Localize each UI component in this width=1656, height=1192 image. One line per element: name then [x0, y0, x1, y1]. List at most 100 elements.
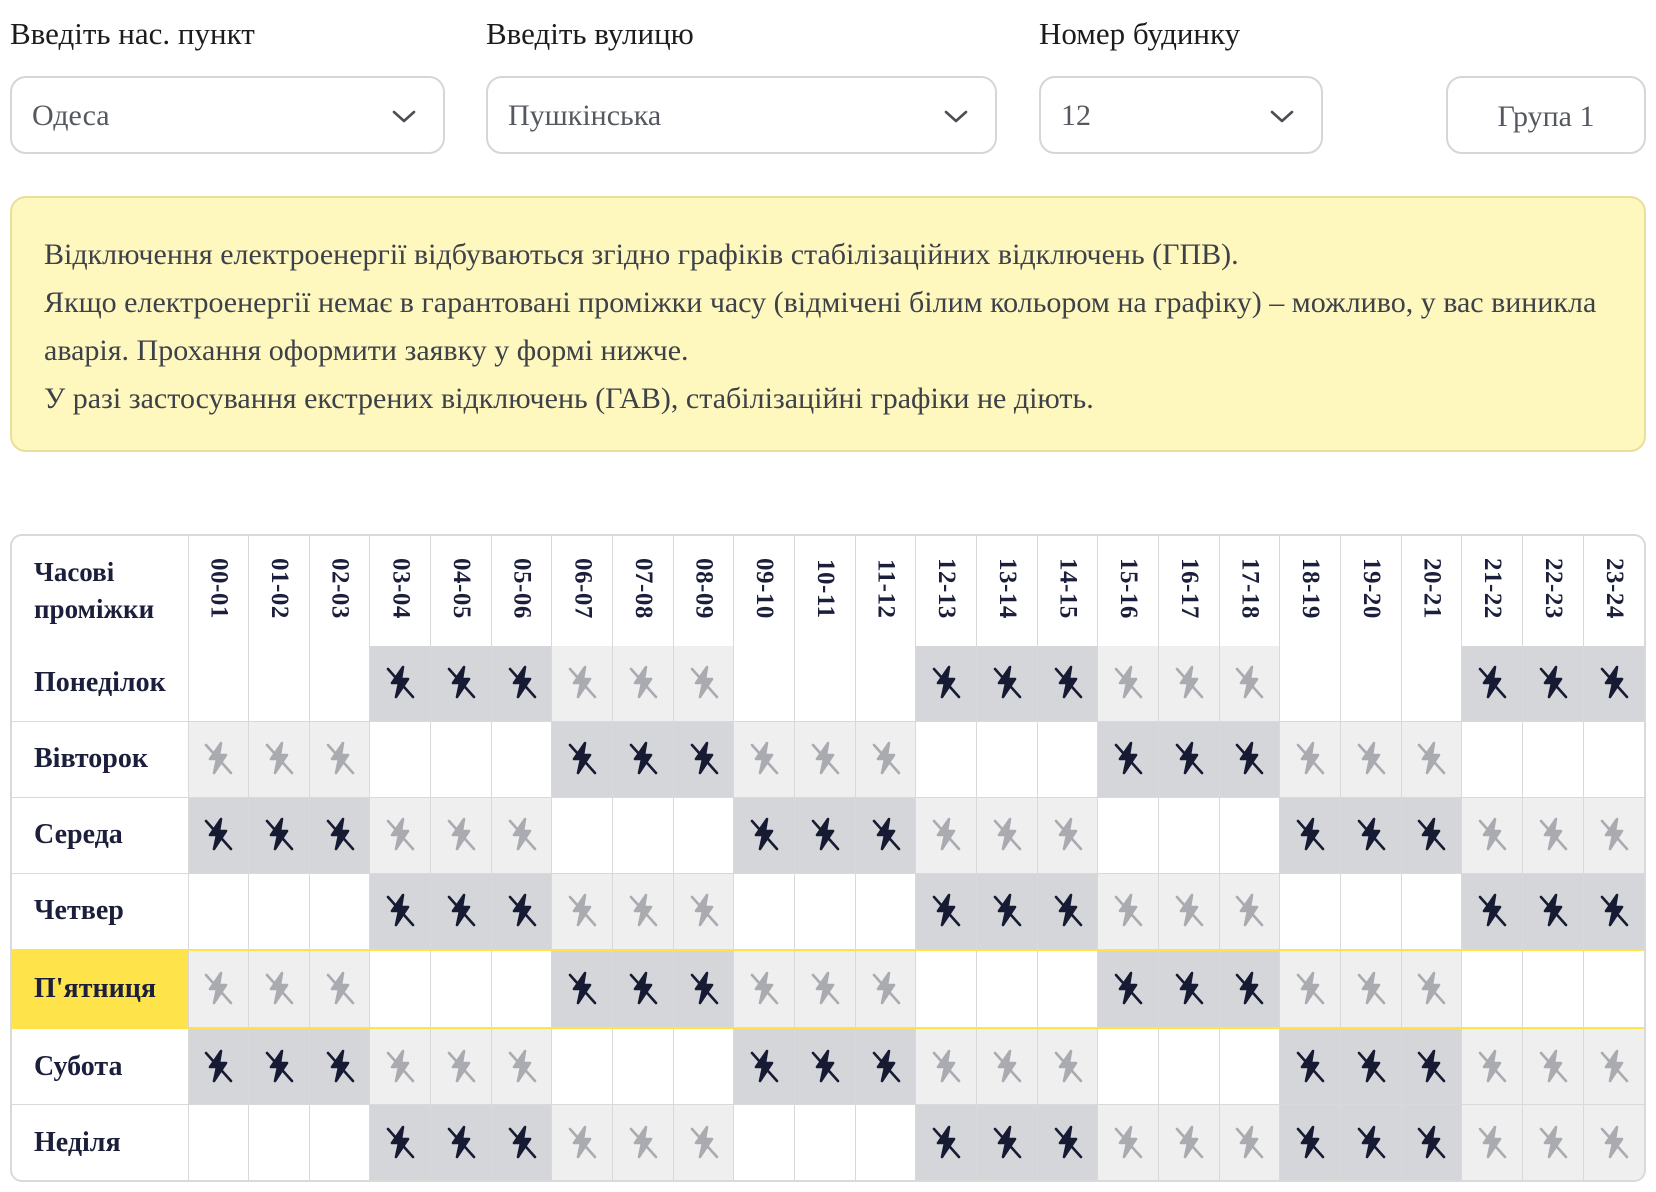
- hour-label: 00-01: [205, 558, 233, 619]
- power-on-cell: [1218, 1027, 1281, 1106]
- power-on-cell: [187, 872, 250, 951]
- power-off-icon: [447, 894, 476, 927]
- hour-header: 05-06: [490, 536, 553, 646]
- power-off-icon: [1600, 894, 1629, 927]
- hour-label: 04-05: [447, 558, 475, 619]
- power-off-icon: [1478, 817, 1507, 851]
- power-off-icon: [326, 1049, 354, 1082]
- power-on-cell: [308, 646, 371, 722]
- outage-possible-cell: [369, 796, 432, 874]
- house-select-value: 12: [1061, 99, 1091, 132]
- power-off-icon: [386, 894, 415, 927]
- outage-definite-cell: [490, 1104, 553, 1180]
- power-off-icon: [508, 894, 536, 927]
- power-on-cell: [248, 646, 310, 722]
- power-on-cell: [1400, 646, 1463, 722]
- city-select[interactable]: Одеса: [10, 76, 445, 154]
- power-off-icon: [1175, 894, 1204, 927]
- outage-definite-cell: [187, 796, 250, 874]
- power-off-icon: [1236, 971, 1264, 1005]
- outage-possible-cell: [551, 872, 614, 951]
- outage-definite-cell: [430, 646, 492, 722]
- hour-header: 01-02: [248, 536, 310, 646]
- power-on-cell: [1339, 872, 1402, 951]
- house-select[interactable]: 12: [1039, 76, 1323, 154]
- hour-header: 09-10: [733, 536, 796, 646]
- outage-definite-cell: [551, 949, 614, 1029]
- outage-definite-cell: [1158, 720, 1220, 798]
- power-off-icon: [932, 894, 961, 927]
- day-name: Вівторок: [12, 720, 189, 798]
- hour-label: 16-17: [1175, 558, 1203, 619]
- city-select-value: Одеса: [32, 99, 110, 132]
- group-button[interactable]: Група 1: [1446, 76, 1646, 154]
- street-select[interactable]: Пушкінська: [486, 76, 997, 154]
- outage-definite-cell: [1279, 1027, 1341, 1106]
- day-name: Субота: [12, 1027, 189, 1106]
- power-off-icon: [872, 1049, 900, 1082]
- outage-definite-cell: [854, 1027, 917, 1106]
- power-on-cell: [612, 1027, 674, 1106]
- outage-definite-cell: [430, 872, 492, 951]
- power-on-cell: [1158, 1027, 1220, 1106]
- hour-header: 08-09: [672, 536, 735, 646]
- power-on-cell: [1400, 872, 1463, 951]
- power-off-icon: [750, 971, 779, 1005]
- house-label: Номер будинку: [1039, 16, 1241, 51]
- power-off-icon: [1478, 1049, 1507, 1082]
- power-on-cell: [1279, 872, 1341, 951]
- outage-definite-cell: [976, 872, 1038, 951]
- hour-header: 06-07: [551, 536, 614, 646]
- outage-possible-cell: [1582, 1027, 1644, 1106]
- power-off-icon: [1600, 1125, 1629, 1158]
- outage-possible-cell: [308, 720, 371, 798]
- outage-definite-cell: [1400, 796, 1463, 874]
- outage-definite-cell: [248, 796, 310, 874]
- hour-header: 02-03: [308, 536, 371, 646]
- power-on-cell: [854, 1104, 917, 1180]
- hour-label: 06-07: [569, 558, 597, 619]
- outage-possible-cell: [430, 1027, 492, 1106]
- power-off-icon: [1236, 741, 1264, 775]
- hour-label: 19-20: [1357, 558, 1385, 619]
- outage-possible-cell: [248, 720, 310, 798]
- power-off-icon: [1418, 1125, 1446, 1158]
- power-off-icon: [1054, 665, 1082, 699]
- power-on-cell: [794, 646, 856, 722]
- outage-possible-cell: [490, 1027, 553, 1106]
- outage-possible-cell: [1218, 872, 1281, 951]
- power-off-icon: [447, 665, 476, 699]
- power-off-icon: [629, 665, 658, 699]
- hour-header: 12-13: [915, 536, 978, 646]
- hour-label: 20-21: [1418, 558, 1446, 619]
- power-off-icon: [629, 1125, 658, 1158]
- outage-possible-cell: [187, 949, 250, 1029]
- power-off-icon: [872, 741, 900, 775]
- outage-possible-cell: [430, 796, 492, 874]
- hour-header: 10-11: [794, 536, 856, 646]
- outage-possible-cell: [672, 1104, 735, 1180]
- power-off-icon: [811, 971, 840, 1005]
- outage-definite-cell: [612, 949, 674, 1029]
- power-on-cell: [187, 646, 250, 722]
- hour-header: 07-08: [612, 536, 674, 646]
- day-row: Четвер: [12, 872, 1644, 951]
- power-on-cell: [915, 949, 978, 1029]
- hour-header: 00-01: [187, 536, 250, 646]
- power-off-icon: [1418, 741, 1446, 775]
- power-on-cell: [1521, 949, 1584, 1029]
- power-off-icon: [750, 741, 779, 775]
- hour-header: 14-15: [1036, 536, 1099, 646]
- power-on-cell: [308, 1104, 371, 1180]
- power-off-icon: [1296, 1049, 1325, 1082]
- outage-definite-cell: [187, 1027, 250, 1106]
- hour-label: 12-13: [933, 558, 961, 619]
- day-name: Четвер: [12, 872, 189, 951]
- outage-definite-cell: [1036, 872, 1099, 951]
- power-off-icon: [386, 1125, 415, 1158]
- outage-definite-cell: [915, 1104, 978, 1180]
- outage-definite-cell: [551, 720, 614, 798]
- outage-possible-cell: [915, 1027, 978, 1106]
- outage-possible-cell: [612, 872, 674, 951]
- chevron-down-icon: [944, 110, 968, 123]
